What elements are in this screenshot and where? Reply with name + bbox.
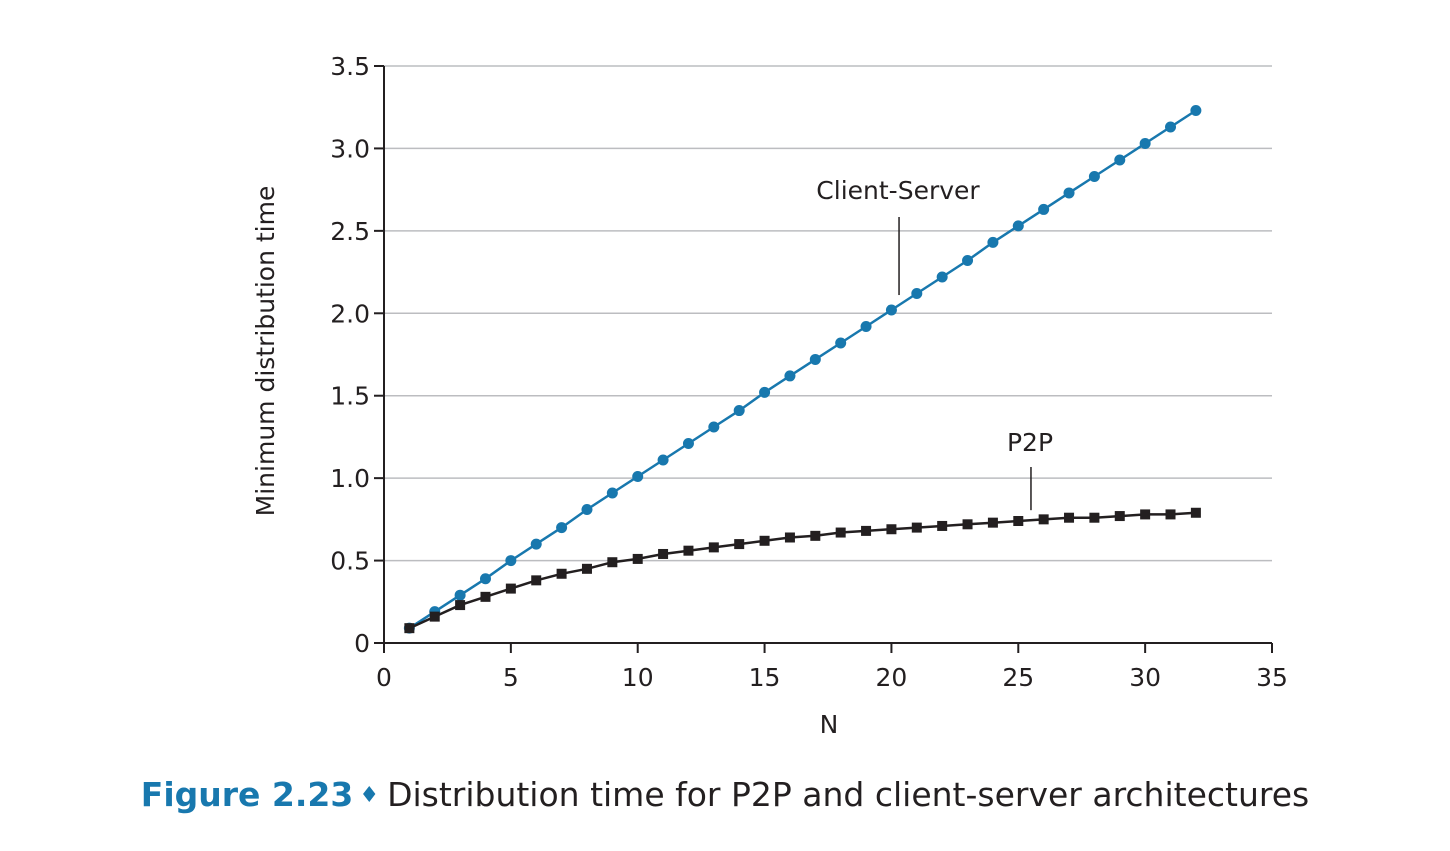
x-tick-label: 0 bbox=[376, 663, 392, 692]
y-tick-label: 1.0 bbox=[330, 464, 370, 493]
data-point bbox=[784, 370, 796, 382]
data-point bbox=[658, 548, 669, 559]
data-point bbox=[682, 438, 694, 450]
x-tick-label: 20 bbox=[876, 663, 908, 692]
data-point bbox=[1190, 105, 1202, 117]
x-tick-label: 30 bbox=[1129, 663, 1161, 692]
data-point bbox=[607, 557, 618, 568]
data-point bbox=[632, 553, 643, 564]
x-tick-label: 10 bbox=[622, 663, 654, 692]
data-point bbox=[987, 517, 998, 528]
series-line bbox=[408, 109, 1197, 630]
series-p2p bbox=[404, 507, 1201, 634]
y-axis-title: Minimum distribution time bbox=[251, 186, 280, 517]
caption-text: Distribution time for P2P and client-ser… bbox=[387, 775, 1310, 814]
data-point bbox=[1139, 137, 1151, 149]
annotation-label: Client-Server bbox=[816, 176, 980, 205]
data-point bbox=[1038, 203, 1050, 215]
data-point bbox=[733, 405, 745, 417]
data-point bbox=[429, 611, 440, 622]
tick-labels: 0 0.5 1.0 1.5 2.0 2.5 3.0 3.5 0 5 10 15 20 25 30 35 bbox=[330, 52, 1288, 692]
data-point bbox=[759, 535, 770, 546]
data-point bbox=[1140, 509, 1151, 520]
y-tick-label: 0 bbox=[354, 629, 370, 658]
y-tick-label: 2.5 bbox=[330, 217, 370, 246]
data-point bbox=[759, 386, 771, 398]
data-point bbox=[530, 538, 542, 550]
figure-caption: Figure 2.23 ♦ Distribution time for P2P an… bbox=[0, 775, 1450, 814]
y-tick-label: 3.0 bbox=[330, 134, 370, 163]
data-point bbox=[1013, 516, 1024, 527]
data-point bbox=[809, 353, 821, 365]
data-point bbox=[480, 591, 491, 602]
data-point bbox=[404, 623, 415, 634]
figure-number: Figure 2.23 bbox=[140, 775, 354, 814]
data-point bbox=[708, 542, 719, 553]
data-point bbox=[581, 503, 593, 515]
annotation-label: P2P bbox=[1007, 428, 1053, 457]
data-point bbox=[657, 454, 669, 466]
data-point bbox=[581, 563, 592, 574]
data-point bbox=[632, 470, 644, 482]
data-point bbox=[987, 236, 999, 248]
data-point bbox=[962, 519, 973, 530]
data-point bbox=[505, 583, 516, 594]
data-point bbox=[1190, 507, 1201, 518]
data-point bbox=[455, 600, 466, 611]
data-point bbox=[835, 337, 847, 349]
data-point bbox=[885, 304, 897, 316]
data-point bbox=[962, 255, 974, 267]
data-point bbox=[911, 522, 922, 533]
data-point bbox=[860, 320, 872, 332]
y-tick-label: 1.5 bbox=[330, 382, 370, 411]
data-point bbox=[911, 288, 923, 300]
data-point bbox=[861, 525, 872, 536]
data-point bbox=[1064, 512, 1075, 523]
data-point bbox=[556, 568, 567, 579]
data-point bbox=[606, 487, 618, 499]
data-point bbox=[1165, 121, 1177, 133]
data-point bbox=[1012, 220, 1024, 232]
x-axis-title: N bbox=[820, 710, 839, 739]
data-point bbox=[1063, 187, 1075, 199]
data-point bbox=[708, 421, 720, 433]
data-point bbox=[505, 555, 517, 567]
caption-separator-icon: ♦ bbox=[359, 783, 380, 808]
axes bbox=[374, 65, 1273, 653]
data-point bbox=[1114, 511, 1125, 522]
distribution-time-chart: 0 0.5 1.0 1.5 2.0 2.5 3.0 3.5 0 5 10 15 20 25 30 35 Cli… bbox=[251, 52, 1288, 739]
data-point bbox=[936, 271, 948, 283]
x-tick-label: 15 bbox=[749, 663, 781, 692]
y-tick-label: 3.5 bbox=[330, 52, 370, 81]
y-tick-label: 2.0 bbox=[330, 299, 370, 328]
data-point bbox=[937, 520, 948, 531]
data-point bbox=[1038, 514, 1049, 525]
data-point bbox=[1089, 512, 1100, 523]
x-tick-label: 5 bbox=[503, 663, 519, 692]
data-point bbox=[734, 539, 745, 550]
data-point bbox=[531, 575, 542, 586]
grid-lines bbox=[384, 65, 1272, 562]
x-tick-label: 25 bbox=[1002, 663, 1034, 692]
series-client-server bbox=[403, 105, 1202, 634]
data-point bbox=[835, 527, 846, 538]
data-point bbox=[886, 524, 897, 535]
data-point bbox=[1088, 170, 1100, 182]
data-point bbox=[479, 573, 491, 585]
data-point bbox=[454, 589, 466, 601]
data-point bbox=[784, 532, 795, 543]
y-tick-label: 0.5 bbox=[330, 547, 370, 576]
series-group bbox=[403, 105, 1202, 634]
data-point bbox=[1114, 154, 1126, 166]
data-point bbox=[1165, 509, 1176, 520]
data-point bbox=[556, 522, 568, 534]
x-tick-label: 35 bbox=[1256, 663, 1288, 692]
data-point bbox=[810, 530, 821, 541]
series-line bbox=[408, 511, 1196, 630]
data-point bbox=[683, 545, 694, 556]
series-annotations: Client-Server P2P bbox=[816, 176, 1053, 511]
